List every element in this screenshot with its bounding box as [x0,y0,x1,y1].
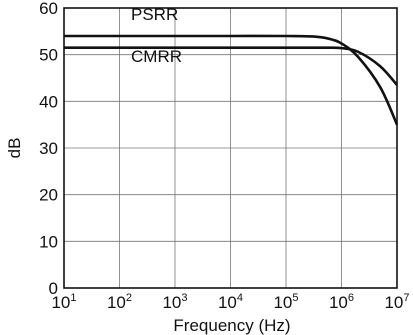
series-label-psrr: PSRR [131,5,178,24]
y-tick-label: 60 [39,0,58,18]
y-tick-label: 20 [39,186,58,205]
y-tick-labels: 0 10 20 30 40 50 60 [39,0,58,298]
series-label-cmrr: CMRR [131,47,182,66]
y-tick-label: 50 [39,46,58,65]
series-lines [63,34,399,126]
x-tick-label: 105 [273,292,298,312]
x-tick-label: 102 [107,292,132,312]
x-tick-label: 107 [384,292,409,312]
x-tick-label: 101 [51,292,76,312]
y-tick-label: 40 [39,92,58,111]
x-tick-labels: 101 102 103 104 105 106 107 [51,292,409,312]
series-line-cmrr [63,46,398,86]
plot-frame [63,7,398,289]
y-tick-label: 0 [49,279,58,298]
y-tick-label: 10 [39,232,58,251]
x-tick-label: 104 [218,292,243,312]
series-line-psrr [64,34,399,126]
y-axis-label: dB [5,138,24,159]
x-axis-label: Frequency (Hz) [173,316,290,335]
x-tick-label: 106 [329,292,354,312]
y-tick-label: 30 [39,139,58,158]
x-tick-label: 103 [162,292,187,312]
